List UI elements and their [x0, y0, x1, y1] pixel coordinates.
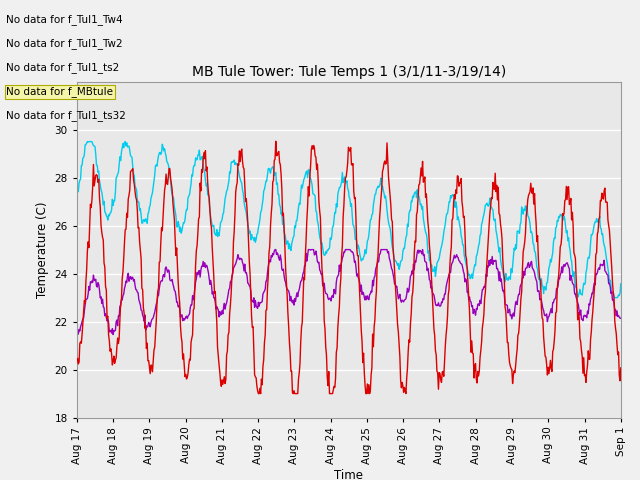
Text: No data for f_Tul1_Tw4: No data for f_Tul1_Tw4 [6, 14, 123, 25]
Text: No data for f_Tul1_Tw2: No data for f_Tul1_Tw2 [6, 38, 123, 49]
Text: No data for f_Tul1_ts2: No data for f_Tul1_ts2 [6, 62, 120, 73]
Y-axis label: Temperature (C): Temperature (C) [36, 201, 49, 298]
Title: MB Tule Tower: Tule Temps 1 (3/1/11-3/19/14): MB Tule Tower: Tule Temps 1 (3/1/11-3/19… [191, 65, 506, 79]
Text: No data for f_Tul1_ts32: No data for f_Tul1_ts32 [6, 110, 126, 121]
Text: No data for f_MBtule: No data for f_MBtule [6, 86, 113, 97]
X-axis label: Time: Time [334, 469, 364, 480]
